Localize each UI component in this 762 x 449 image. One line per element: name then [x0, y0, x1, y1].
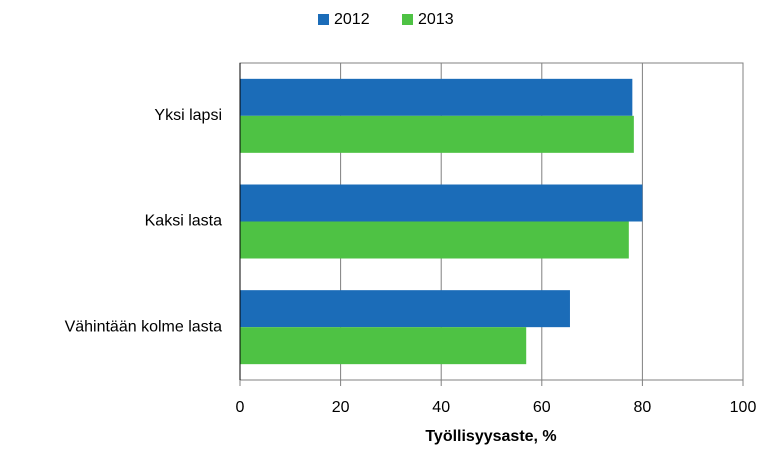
- x-axis-label: Työllisyysaste, %: [425, 428, 556, 445]
- bar: [240, 115, 634, 153]
- legend-swatch: [402, 14, 413, 25]
- y-tick-label: Kaksi lasta: [145, 213, 222, 230]
- x-tick-label: 100: [730, 399, 757, 416]
- legend-swatch: [318, 14, 329, 25]
- x-tick-label: 60: [533, 399, 551, 416]
- x-tick-label: 20: [332, 399, 350, 416]
- legend-label: 2012: [334, 11, 370, 28]
- x-tick-label: 80: [634, 399, 652, 416]
- y-tick-label: Yksi lapsi: [154, 107, 222, 124]
- y-tick-label: Vähintään kolme lasta: [65, 318, 223, 335]
- bar: [240, 327, 527, 365]
- x-tick-label: 0: [236, 399, 245, 416]
- bar: [240, 290, 570, 328]
- x-tick-label: 40: [432, 399, 450, 416]
- bar: [240, 184, 643, 222]
- bar: [240, 78, 633, 116]
- bar: [240, 221, 629, 259]
- legend-label: 2013: [418, 11, 454, 28]
